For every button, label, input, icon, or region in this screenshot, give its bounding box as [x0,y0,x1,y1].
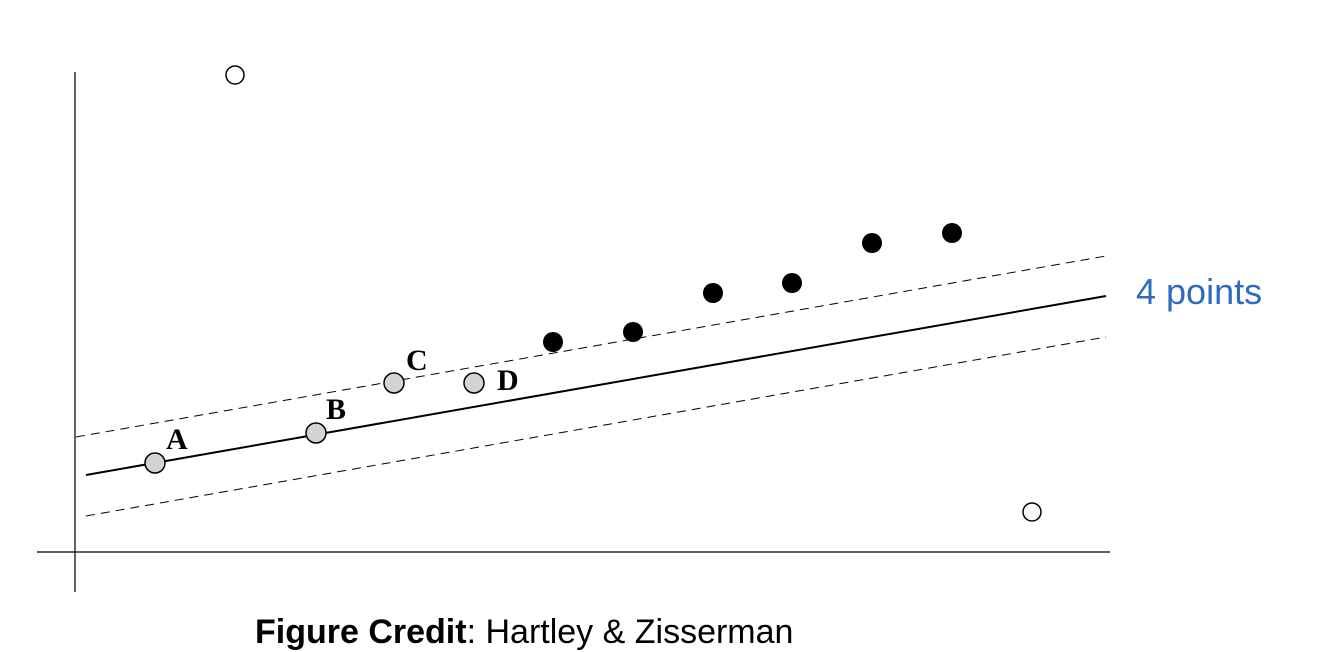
label-c: C [406,344,428,377]
label-a: A [166,423,188,456]
outlier-point [225,65,245,85]
solid-point [782,273,802,293]
upper-threshold-line [75,255,1107,438]
ransac-line-fitting-diagram: A B C D 4 points [37,65,1262,592]
annotation-text: 4 points [1136,271,1262,312]
outlier-point [1022,502,1042,522]
figure-credit: Figure Credit: Hartley & Zisserman [255,612,793,652]
point-d [463,372,485,394]
solid-point [942,223,962,243]
point-b [305,422,327,444]
solid-point [543,332,563,352]
solid-point [623,322,643,342]
label-d: D [497,364,519,397]
credit-author: Hartley & Zisserman [476,613,794,651]
credit-title: Figure Credit [255,613,467,651]
fitted-line [85,295,1107,476]
point-a [144,452,166,474]
label-b: B [326,393,346,426]
solid-point [862,233,882,253]
solid-point [703,283,723,303]
lower-threshold-line [85,336,1107,517]
credit-separator: : [466,613,477,651]
point-c [383,372,405,394]
